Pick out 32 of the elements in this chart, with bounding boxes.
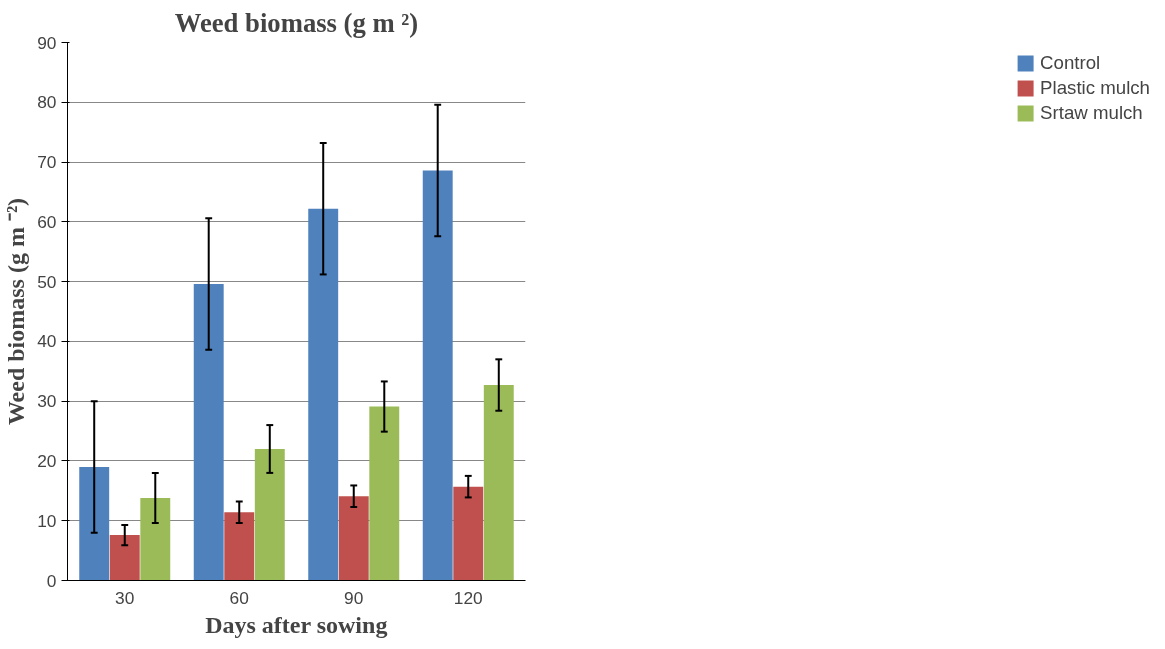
bar [308, 208, 339, 581]
y-tick-label: 70 [37, 152, 57, 173]
y-tick-label: 40 [37, 331, 57, 352]
legend-label: Srtaw mulch [1040, 102, 1143, 124]
bar [422, 170, 453, 581]
bar [79, 466, 110, 581]
x-tick-label: 30 [115, 587, 135, 608]
y-tick-label: 60 [37, 211, 57, 232]
y-tick-label: 10 [37, 510, 57, 531]
y-axis-title: Weed biomass (g m ⁻²) [3, 197, 30, 426]
bar [193, 284, 224, 581]
x-tick-label: 60 [229, 587, 249, 608]
legend-label: Control [1040, 52, 1101, 74]
bar [140, 498, 171, 581]
bar [369, 406, 400, 581]
legend-label: Plastic mulch [1040, 77, 1150, 99]
bar [483, 385, 514, 581]
y-tick-label: 80 [37, 92, 57, 113]
chart-title: Weed biomass (g m ²) [174, 7, 419, 38]
x-axis-title: Days after sowing [205, 611, 388, 638]
y-tick-label: 0 [46, 570, 57, 591]
bar [109, 535, 140, 581]
y-tick-label: 20 [37, 450, 57, 471]
y-tick-label: 50 [37, 271, 57, 292]
bar [338, 496, 369, 581]
x-tick-label: 90 [344, 587, 364, 608]
y-tick-label: 30 [37, 391, 57, 412]
bar [224, 512, 255, 581]
bar [254, 448, 285, 581]
bar [453, 486, 484, 581]
y-tick-label: 90 [37, 32, 57, 53]
x-tick-label: 120 [453, 587, 483, 608]
